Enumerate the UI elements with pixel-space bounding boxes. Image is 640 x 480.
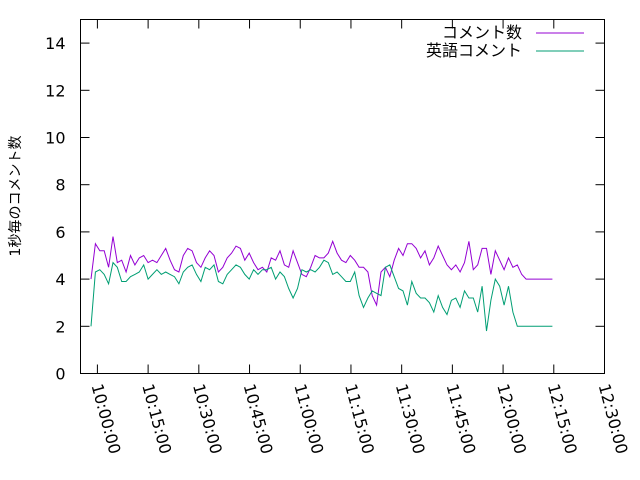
x-tick-label: 12:15:00 <box>544 382 581 456</box>
y-tick-label: 10 <box>45 129 65 148</box>
axes: 0 2 4 6 8 10 12 14 10:00:00 10:15:00 10:30:00 10:45… <box>45 19 632 456</box>
legend-label: 英語コメント <box>426 41 522 60</box>
y-tick-label: 4 <box>55 270 65 289</box>
x-tick-label: 10:45:00 <box>240 382 277 456</box>
x-tick-label: 11:30:00 <box>392 382 429 456</box>
legend-label: コメント数 <box>442 23 522 42</box>
x-tick-label: 10:15:00 <box>138 382 175 456</box>
y-tick-label: 0 <box>55 365 65 384</box>
series-line-2 <box>90 259 553 332</box>
x-tick-label: 10:00:00 <box>88 382 125 456</box>
plot-frame <box>80 19 605 374</box>
x-tick-label: 11:15:00 <box>341 382 378 456</box>
x-tick-label: 12:30:00 <box>595 382 632 456</box>
x-tick-label: 10:30:00 <box>189 382 226 456</box>
series-line-1 <box>90 236 553 307</box>
x-tick-label: 11:45:00 <box>443 382 480 456</box>
x-tick-label: 12:00:00 <box>493 382 530 456</box>
y-tick-label: 14 <box>45 34 65 53</box>
y-tick-label: 8 <box>55 176 65 195</box>
y-tick-label: 12 <box>45 81 65 100</box>
x-tick-label: 11:00:00 <box>290 382 327 456</box>
series-layer <box>90 236 553 332</box>
y-tick-label: 2 <box>55 317 65 336</box>
y-axis-label: 1秒毎のコメント数 <box>8 136 24 257</box>
y-tick-label: 6 <box>55 223 65 242</box>
